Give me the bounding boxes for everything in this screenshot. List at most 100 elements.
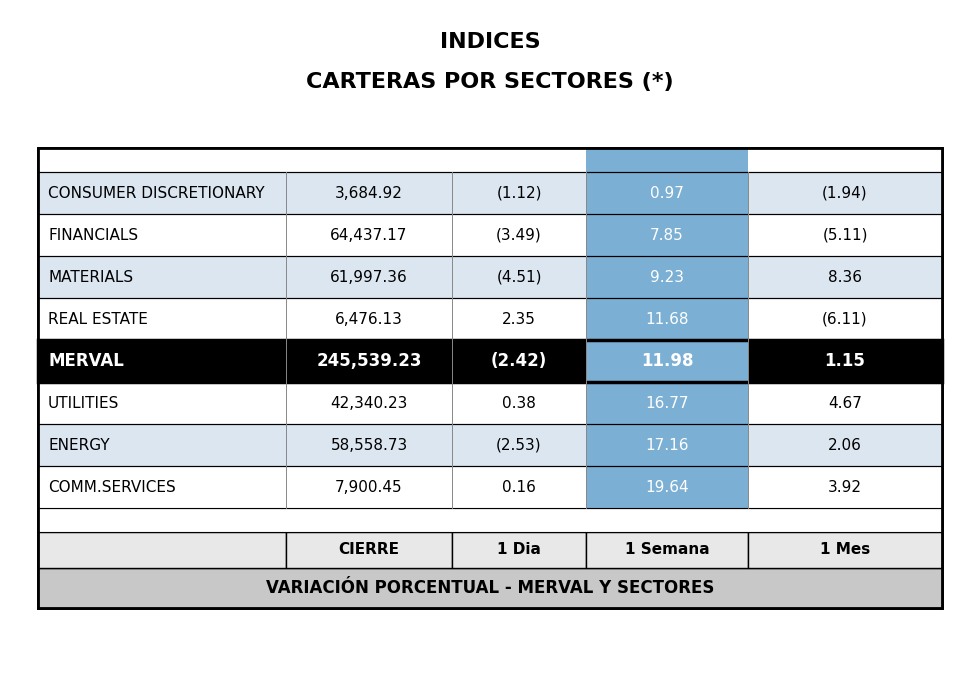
Bar	[38, 382, 942, 424]
Bar	[286, 466, 452, 508]
Bar	[38, 214, 942, 256]
Text: 58,558.73: 58,558.73	[330, 437, 408, 452]
Bar	[38, 148, 586, 172]
Bar	[586, 382, 748, 424]
Bar	[452, 382, 586, 424]
Bar	[286, 340, 452, 382]
Text: 2.06: 2.06	[828, 437, 862, 452]
Text: 6,476.13: 6,476.13	[335, 312, 403, 327]
Bar	[38, 532, 286, 568]
Bar	[38, 382, 286, 424]
Bar	[586, 214, 748, 256]
Text: 1 Semana: 1 Semana	[624, 543, 710, 558]
Bar	[748, 148, 942, 172]
Text: UTILITIES: UTILITIES	[48, 395, 120, 410]
Text: 0.38: 0.38	[502, 395, 536, 410]
Bar	[748, 214, 942, 256]
Text: 16.77: 16.77	[645, 395, 689, 410]
Text: 42,340.23: 42,340.23	[330, 395, 408, 410]
Text: CIERRE: CIERRE	[338, 543, 400, 558]
Text: REAL ESTATE: REAL ESTATE	[48, 312, 148, 327]
Bar	[38, 340, 286, 382]
Bar	[452, 340, 586, 382]
Text: (2.42): (2.42)	[491, 352, 547, 370]
Bar	[38, 466, 942, 508]
Text: 1 Dia: 1 Dia	[497, 543, 541, 558]
Bar	[286, 382, 452, 424]
Bar	[452, 214, 586, 256]
Bar	[38, 424, 942, 466]
Bar	[38, 256, 942, 298]
Text: MATERIALS: MATERIALS	[48, 270, 133, 285]
Text: 2.35: 2.35	[502, 312, 536, 327]
Text: 7,900.45: 7,900.45	[335, 479, 403, 495]
Text: 3.92: 3.92	[828, 479, 862, 495]
Bar	[38, 508, 942, 532]
Text: COMM.SERVICES: COMM.SERVICES	[48, 479, 175, 495]
Text: 3,684.92: 3,684.92	[335, 185, 403, 201]
Bar	[748, 424, 942, 466]
Text: 7.85: 7.85	[650, 228, 684, 243]
Bar	[452, 256, 586, 298]
Bar	[286, 298, 452, 340]
Bar	[286, 424, 452, 466]
Text: 1 Mes: 1 Mes	[820, 543, 870, 558]
Text: 8.36: 8.36	[828, 270, 862, 285]
Text: ENERGY: ENERGY	[48, 437, 110, 452]
Bar	[586, 256, 748, 298]
Bar	[452, 424, 586, 466]
Text: CARTERAS POR SECTORES (*): CARTERAS POR SECTORES (*)	[306, 72, 674, 92]
Text: FINANCIALS: FINANCIALS	[48, 228, 138, 243]
Bar	[586, 466, 748, 508]
Text: 64,437.17: 64,437.17	[330, 228, 408, 243]
Bar	[748, 382, 942, 424]
Bar	[748, 340, 942, 382]
Bar	[38, 298, 286, 340]
Bar	[38, 148, 942, 608]
Text: INDICES: INDICES	[440, 32, 540, 52]
Bar	[452, 532, 586, 568]
Text: 61,997.36: 61,997.36	[330, 270, 408, 285]
Bar	[38, 568, 942, 608]
Bar	[286, 214, 452, 256]
Text: (1.12): (1.12)	[496, 185, 542, 201]
Text: (4.51): (4.51)	[496, 270, 542, 285]
Bar	[38, 298, 942, 340]
Bar	[452, 172, 586, 214]
Text: (2.53): (2.53)	[496, 437, 542, 452]
Text: (6.11): (6.11)	[822, 312, 868, 327]
Bar	[38, 148, 942, 608]
Bar	[38, 214, 286, 256]
Bar	[748, 256, 942, 298]
Bar	[38, 340, 942, 382]
Bar	[38, 466, 286, 508]
Bar	[748, 532, 942, 568]
Bar	[586, 148, 748, 172]
Bar	[286, 532, 452, 568]
Text: (5.11): (5.11)	[822, 228, 867, 243]
Text: VARIACIÓN PORCENTUAL - MERVAL Y SECTORES: VARIACIÓN PORCENTUAL - MERVAL Y SECTORES	[266, 579, 714, 597]
Bar	[748, 172, 942, 214]
Text: 11.68: 11.68	[645, 312, 689, 327]
Text: CONSUMER DISCRETIONARY: CONSUMER DISCRETIONARY	[48, 185, 265, 201]
Bar	[586, 298, 748, 340]
Bar	[286, 256, 452, 298]
Bar	[586, 172, 748, 214]
Bar	[586, 532, 748, 568]
Bar	[38, 256, 286, 298]
Text: (1.94): (1.94)	[822, 185, 868, 201]
Bar	[38, 424, 286, 466]
Bar	[452, 466, 586, 508]
Bar	[586, 340, 748, 382]
Text: 9.23: 9.23	[650, 270, 684, 285]
Bar	[38, 172, 286, 214]
Bar	[748, 298, 942, 340]
Text: 4.67: 4.67	[828, 395, 862, 410]
Text: 245,539.23: 245,539.23	[317, 352, 421, 370]
Bar	[748, 466, 942, 508]
Text: 11.98: 11.98	[641, 352, 693, 370]
Bar	[452, 298, 586, 340]
Text: 0.97: 0.97	[650, 185, 684, 201]
Bar	[38, 148, 942, 172]
Text: 1.15: 1.15	[824, 352, 865, 370]
